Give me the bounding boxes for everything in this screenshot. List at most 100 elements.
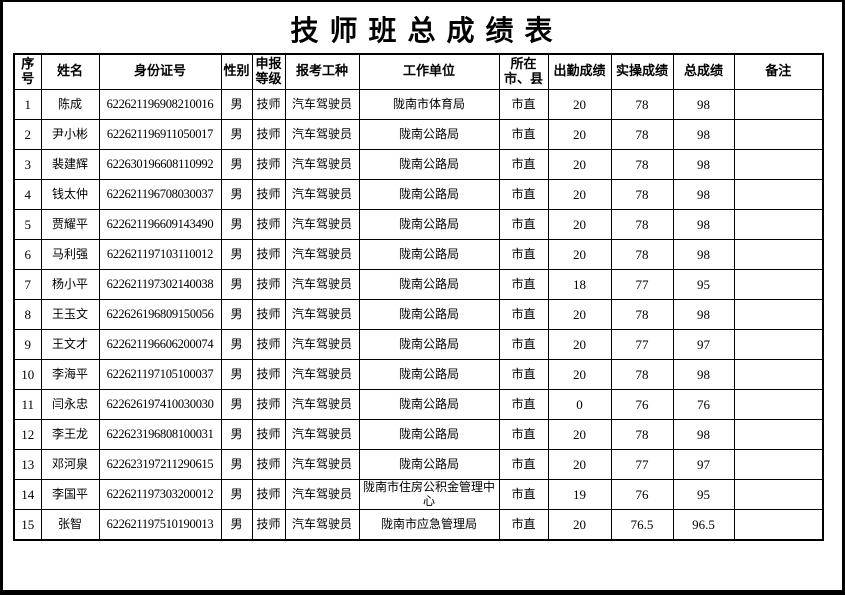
cell-city-county: 市直 — [498, 298, 549, 330]
cell-index: 10 — [13, 358, 42, 390]
cell-name: 王文才 — [40, 328, 100, 360]
cell-city-county: 市直 — [498, 268, 549, 300]
cell-gender: 男 — [220, 448, 253, 480]
cell-name: 闫永忠 — [40, 388, 100, 420]
cell-remarks — [733, 388, 824, 420]
cell-job-applied: 汽车驾驶员 — [284, 508, 360, 541]
cell-id-number: 622621197105100037 — [98, 358, 222, 390]
cell-gender: 男 — [220, 148, 253, 180]
cell-work-unit: 陇南公路局 — [358, 298, 500, 330]
column-header-practical-score: 实操成绩 — [610, 53, 674, 90]
cell-gender: 男 — [220, 388, 253, 420]
cell-attendance-score: 20 — [547, 178, 612, 210]
score-table: 序 号 姓名 身份证号 性别 申报 等级 报考工种 工作单位 所在 市、县 出勤… — [13, 52, 824, 541]
cell-remarks — [733, 418, 824, 450]
cell-attendance-score: 20 — [547, 208, 612, 240]
table-row: 5 贾耀平 622621196609143490 男技师 汽车驾驶员 陇南公路局 市直 20 7… — [13, 208, 824, 240]
cell-gender: 男 — [220, 208, 253, 240]
cell-remarks — [733, 148, 824, 180]
cell-index: 5 — [13, 208, 42, 240]
cell-job-applied: 汽车驾驶员 — [284, 238, 360, 270]
cell-work-unit: 陇南公路局 — [358, 388, 500, 420]
cell-gender: 男 — [220, 328, 253, 360]
cell-job-applied: 汽车驾驶员 — [284, 448, 360, 480]
cell-work-unit: 陇南公路局 — [358, 178, 500, 210]
cell-declared-level: 技师 — [251, 478, 286, 510]
header-row: 序 号 姓名 身份证号 性别 申报 等级 报考工种 工作单位 所在 市、县 出勤… — [13, 53, 824, 90]
cell-gender: 男 — [220, 88, 253, 120]
column-header-attendance-score: 出勤成绩 — [547, 53, 612, 90]
cell-gender: 男 — [220, 238, 253, 270]
cell-practical-score: 78 — [610, 178, 674, 210]
table-row: 12 李王龙 622623196808100031 男技师 汽车驾驶员 陇南公路局 市直 20… — [13, 418, 824, 450]
cell-index: 13 — [13, 448, 42, 480]
cell-declared-level: 技师 — [251, 418, 286, 450]
cell-id-number: 622621196908210016 — [98, 88, 222, 120]
table-body: 1 陈成 622621196908210016 男技师 汽车驾驶员 陇南市体育局 市直 20 7… — [13, 88, 824, 541]
cell-city-county: 市直 — [498, 418, 549, 450]
cell-name: 裴建辉 — [40, 148, 100, 180]
cell-id-number: 622621196609143490 — [98, 208, 222, 240]
cell-name: 钱太仲 — [40, 178, 100, 210]
cell-total-score: 98 — [672, 418, 735, 450]
cell-declared-level: 技师 — [251, 358, 286, 390]
table-row: 13 邓河泉 622623197211290615 男技师 汽车驾驶员 陇南公路局 市直 20… — [13, 448, 824, 480]
cell-practical-score: 78 — [610, 88, 674, 120]
cell-declared-level: 技师 — [251, 208, 286, 240]
cell-practical-score: 78 — [610, 418, 674, 450]
cell-practical-score: 77 — [610, 448, 674, 480]
cell-gender: 男 — [220, 418, 253, 450]
cell-attendance-score: 0 — [547, 388, 612, 420]
cell-attendance-score: 20 — [547, 298, 612, 330]
cell-remarks — [733, 88, 824, 120]
table-row: 15 张智 622621197510190013 男技师 汽车驾驶员 陇南市应急管理局 市直… — [13, 508, 824, 541]
cell-work-unit: 陇南公路局 — [358, 448, 500, 480]
cell-name: 陈成 — [40, 88, 100, 120]
cell-practical-score: 78 — [610, 148, 674, 180]
cell-remarks — [733, 298, 824, 330]
column-header-index: 序 号 — [13, 53, 42, 90]
cell-city-county: 市直 — [498, 88, 549, 120]
cell-city-county: 市直 — [498, 448, 549, 480]
cell-job-applied: 汽车驾驶员 — [284, 358, 360, 390]
table-row: 14 李国平 622621197303200012 男技师 汽车驾驶员 陇南市住房公积金管… — [13, 478, 824, 510]
cell-job-applied: 汽车驾驶员 — [284, 178, 360, 210]
cell-gender: 男 — [220, 478, 253, 510]
cell-practical-score: 78 — [610, 238, 674, 270]
cell-remarks — [733, 238, 824, 270]
cell-name: 张智 — [40, 508, 100, 541]
column-header-declared-level: 申报 等级 — [251, 53, 286, 90]
cell-id-number: 622621196708030037 — [98, 178, 222, 210]
column-header-job-applied: 报考工种 — [284, 53, 360, 90]
cell-city-county: 市直 — [498, 118, 549, 150]
cell-remarks — [733, 508, 824, 541]
cell-job-applied: 汽车驾驶员 — [284, 328, 360, 360]
cell-name: 尹小彬 — [40, 118, 100, 150]
table-row: 10 李海平 622621197105100037 男技师 汽车驾驶员 陇南公路局 市直 20… — [13, 358, 824, 390]
cell-attendance-score: 18 — [547, 268, 612, 300]
cell-job-applied: 汽车驾驶员 — [284, 118, 360, 150]
cell-name: 王玉文 — [40, 298, 100, 330]
table-row: 11 闫永忠 622626197410030030 男技师 汽车驾驶员 陇南公路局 市直 0 7… — [13, 388, 824, 420]
cell-total-score: 98 — [672, 358, 735, 390]
cell-job-applied: 汽车驾驶员 — [284, 148, 360, 180]
cell-attendance-score: 20 — [547, 448, 612, 480]
cell-gender: 男 — [220, 268, 253, 300]
cell-id-number: 622621197302140038 — [98, 268, 222, 300]
cell-remarks — [733, 358, 824, 390]
cell-total-score: 98 — [672, 118, 735, 150]
cell-total-score: 95 — [672, 268, 735, 300]
cell-declared-level: 技师 — [251, 388, 286, 420]
cell-index: 4 — [13, 178, 42, 210]
cell-city-county: 市直 — [498, 148, 549, 180]
cell-index: 15 — [13, 508, 42, 541]
cell-work-unit: 陇南公路局 — [358, 238, 500, 270]
cell-total-score: 97 — [672, 448, 735, 480]
cell-practical-score: 76 — [610, 478, 674, 510]
cell-gender: 男 — [220, 358, 253, 390]
cell-practical-score: 77 — [610, 328, 674, 360]
cell-total-score: 98 — [672, 178, 735, 210]
cell-practical-score: 78 — [610, 358, 674, 390]
cell-practical-score: 78 — [610, 118, 674, 150]
table-row: 8 王玉文 622626196809150056 男技师 汽车驾驶员 陇南公路局 市直 20 7… — [13, 298, 824, 330]
